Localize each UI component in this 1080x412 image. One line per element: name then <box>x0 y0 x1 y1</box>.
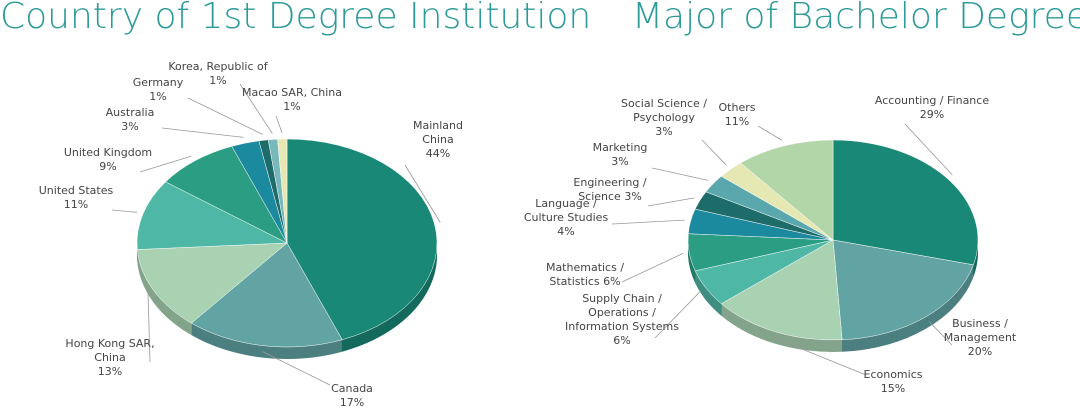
value-label: 13% <box>97 365 123 378</box>
slice <box>137 242 288 324</box>
slice-label: United States 11% <box>36 184 116 212</box>
value-label: 1% <box>209 74 227 87</box>
value-label: 6% <box>603 275 621 288</box>
category-label: Business / Management <box>943 317 1017 344</box>
category-label: Economics <box>863 368 923 381</box>
slice-label: Macao SAR, China 1% <box>237 86 347 114</box>
value-label: 44% <box>425 147 451 160</box>
value-label: 15% <box>880 382 906 395</box>
category-label: United States <box>38 184 114 197</box>
leader-line <box>262 351 331 386</box>
category-label: Mainland China <box>412 119 463 146</box>
value-label: 3% <box>611 155 629 168</box>
slice <box>720 239 843 341</box>
leader-line <box>651 167 709 181</box>
value-label: 9% <box>99 160 117 173</box>
value-label: 29% <box>919 108 945 121</box>
value-label: 11% <box>63 198 89 211</box>
value-label: 1% <box>283 100 301 113</box>
slice-label: Supply Chain / Operations / Information … <box>563 292 681 348</box>
value-label: 20% <box>967 345 993 358</box>
slice-label: Social Science / Psychology 3% <box>618 97 710 139</box>
leader-line <box>904 123 953 176</box>
slice-label: Canada 17% <box>322 382 382 410</box>
leader-line <box>187 97 263 135</box>
slice <box>740 139 834 241</box>
category-label: Supply Chain / Operations / Information … <box>565 292 679 333</box>
chart-title: Country of 1st Degree Institution <box>0 0 592 37</box>
category-label: Hong Kong SAR, China <box>65 337 155 364</box>
value-label: 1% <box>149 90 167 103</box>
leader-line <box>147 292 151 363</box>
category-label: Mathematics / Statistics <box>545 261 625 288</box>
slice <box>832 139 979 266</box>
slice-label: Germany 1% <box>128 76 188 104</box>
slice-label: Mathematics / Statistics 6% <box>544 261 626 289</box>
leader-line <box>928 321 953 346</box>
leader-line <box>647 197 695 207</box>
slice-label: United Kingdom 9% <box>58 146 158 174</box>
category-label: Canada <box>331 382 373 395</box>
leader-line <box>111 209 138 213</box>
slice <box>190 242 343 348</box>
value-label: 4% <box>557 225 575 238</box>
slice-label: Economics 15% <box>853 368 933 396</box>
slice-label: Mainland China 44% <box>408 119 468 161</box>
slice-label: Marketing 3% <box>590 141 650 169</box>
leader-line <box>239 83 273 134</box>
slice <box>277 138 288 244</box>
leader-line <box>611 219 685 225</box>
value-label: 11% <box>724 115 750 128</box>
category-label: Australia <box>105 106 155 119</box>
value-label: 3% <box>655 125 673 138</box>
category-label: Accounting / Finance <box>874 94 990 107</box>
category-label: United Kingdom <box>63 146 153 159</box>
leader-line <box>139 155 192 173</box>
value-label: 3% <box>624 190 642 203</box>
category-label: Engineering / Science <box>573 176 647 203</box>
leader-line <box>275 115 283 134</box>
slice-label: Korea, Republic of 1% <box>163 60 273 88</box>
category-label: Language / Culture Studies <box>523 197 609 224</box>
slice-label: Language / Culture Studies 4% <box>518 197 614 239</box>
leader-line <box>621 252 684 283</box>
value-label: 17% <box>339 396 365 409</box>
category-label: Macao SAR, China <box>241 86 342 99</box>
slice-label: Australia 3% <box>100 106 160 134</box>
slice-label: Engineering / Science 3% <box>571 176 649 204</box>
slice <box>832 239 974 341</box>
category-label: Korea, Republic of <box>168 60 268 73</box>
slice <box>136 181 288 250</box>
leader-line <box>772 336 867 376</box>
leader-line <box>757 125 783 141</box>
slice <box>165 146 288 244</box>
chart-title: Major of Bachelor Degree <box>632 0 1080 37</box>
category-label: Germany <box>132 76 184 89</box>
leader-line <box>701 139 727 166</box>
category-label: Others <box>718 101 756 114</box>
slice <box>286 138 438 340</box>
slice-label: Accounting / Finance 29% <box>872 94 992 122</box>
slice-label: Others 11% <box>707 101 767 129</box>
value-label: 3% <box>121 120 139 133</box>
value-label: 6% <box>613 334 631 347</box>
category-label: Marketing <box>592 141 648 154</box>
leader-line <box>404 164 441 223</box>
slice-label: Business / Management 20% <box>940 317 1020 359</box>
category-label: Social Science / Psychology <box>621 97 707 124</box>
leader-line <box>161 127 244 138</box>
leader-line <box>654 290 701 339</box>
slice-label: Hong Kong SAR, China 13% <box>63 337 158 379</box>
